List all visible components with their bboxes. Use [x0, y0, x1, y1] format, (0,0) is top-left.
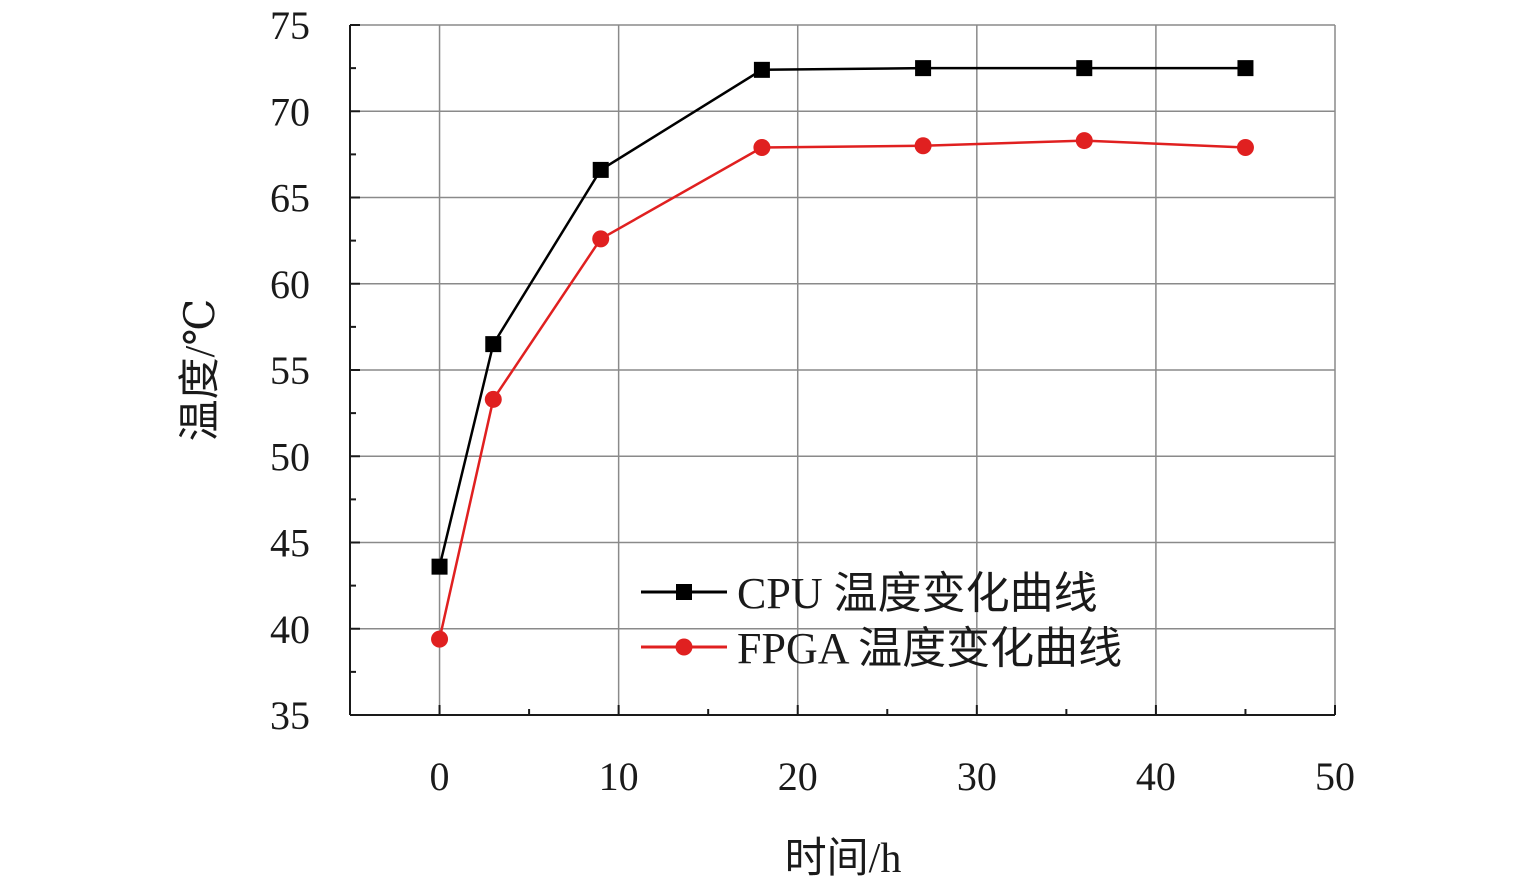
series-1-point [915, 60, 932, 77]
x-tick-label: 30 [957, 754, 997, 799]
x-tick-label: 50 [1315, 754, 1355, 799]
series-2-point [484, 390, 502, 408]
series-2-point [1236, 138, 1254, 156]
y-tick-label: 60 [270, 262, 310, 307]
legend-label-1: CPU 温度变化曲线 [737, 569, 1098, 618]
y-tick-label: 65 [270, 176, 310, 221]
legend-label-2: FPGA 温度变化曲线 [737, 624, 1122, 673]
x-tick-label: 40 [1136, 754, 1176, 799]
series-2-point [431, 630, 449, 648]
series-2-point [592, 230, 610, 248]
x-tick-label: 10 [599, 754, 639, 799]
x-axis-title: 时间/h [785, 836, 902, 882]
y-tick-label: 35 [270, 693, 310, 738]
x-tick-label: 0 [430, 754, 450, 799]
legend: CPU 温度变化曲线 FPGA 温度变化曲线 [641, 569, 1122, 673]
series-1-point [1237, 60, 1254, 77]
series-1-point [485, 336, 502, 353]
legend-marker-1 [676, 584, 692, 600]
series-2-point [753, 138, 771, 156]
y-tick-label: 70 [270, 89, 310, 134]
y-tick-label: 50 [270, 434, 310, 479]
series-2-point [914, 137, 932, 155]
series-1-point [592, 161, 609, 178]
axes: 35 40 45 50 55 60 65 70 75 0 10 20 30 40 50 [270, 3, 1355, 799]
y-tick-label: 75 [270, 3, 310, 48]
y-tick-label: 45 [270, 521, 310, 566]
series-line-2 [438, 139, 1246, 640]
series [431, 60, 1254, 648]
y-tick-label: 40 [270, 607, 310, 652]
y-axis-title: 温度/℃ [178, 299, 224, 442]
series-1-point [431, 558, 448, 575]
series-2-point [1075, 132, 1093, 150]
series-1-point [753, 61, 770, 78]
x-tick-label: 20 [778, 754, 818, 799]
y-tick-label: 55 [270, 348, 310, 393]
legend-marker-2 [675, 638, 693, 656]
series-1-point [1076, 60, 1093, 77]
